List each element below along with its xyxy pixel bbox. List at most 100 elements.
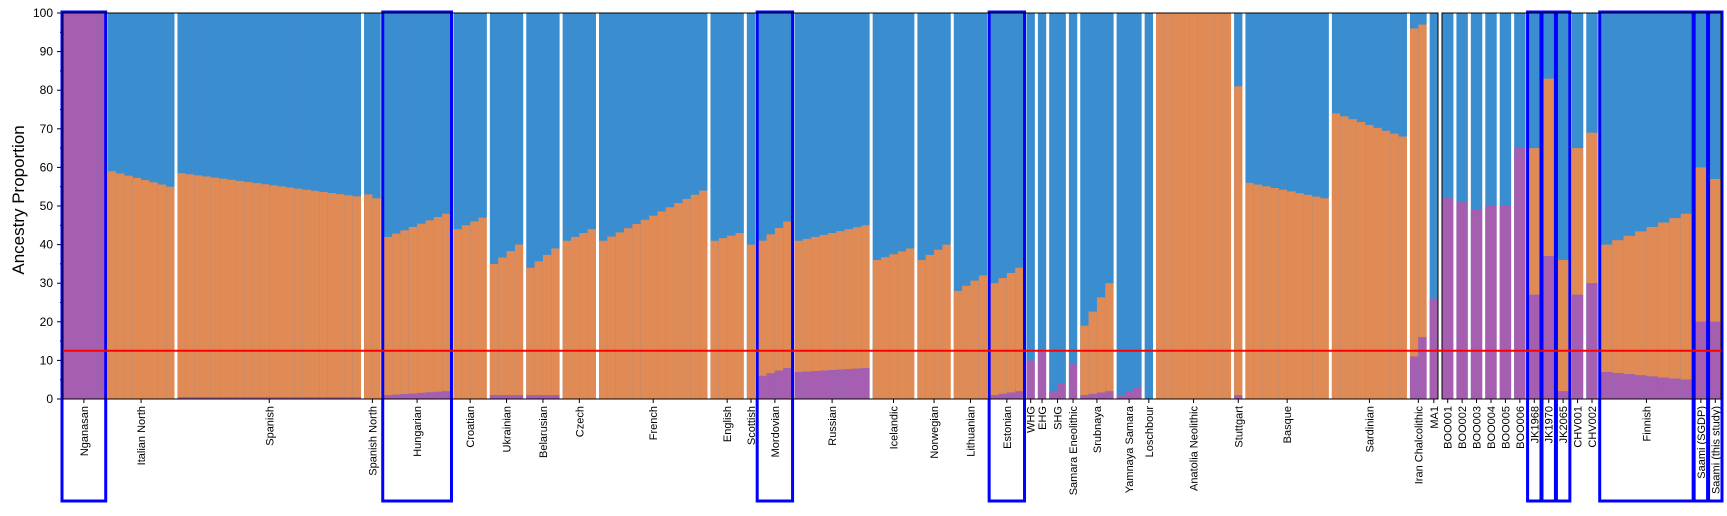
overlay-layer	[60, 10, 1724, 503]
bar-segment-component-2	[783, 221, 792, 369]
bar-segment-component-2	[562, 240, 572, 399]
group-label: Hungarian	[412, 406, 424, 457]
bar-segment-component-1	[210, 397, 220, 399]
bar-segment-component-1	[1088, 393, 1098, 399]
group-separator	[486, 13, 490, 399]
bar-segment-component-2	[526, 267, 535, 396]
group-separator	[595, 13, 599, 399]
group-separator	[523, 13, 527, 399]
bar-segment-component-2	[615, 232, 625, 399]
group-label: Basque	[1282, 406, 1294, 443]
bar-segment-component-1	[819, 370, 829, 399]
bar-segment-component-3	[551, 13, 561, 399]
bar-segment-component-2	[998, 278, 1008, 394]
bar-segment-component-2	[962, 285, 971, 399]
group-label: Lithuanian	[965, 406, 977, 457]
group-separator	[1152, 13, 1156, 399]
bar-segment-component-2	[710, 240, 720, 399]
bar-segment-component-3	[1124, 13, 1134, 399]
y-tick-label: 30	[40, 276, 54, 290]
bar-segment-component-2	[383, 236, 393, 396]
y-tick-label: 40	[40, 238, 54, 252]
bar-segment-component-1	[498, 395, 507, 399]
bar-segment-component-2	[364, 194, 373, 399]
highlight-box	[60, 10, 108, 503]
bar-segment-component-3	[872, 13, 882, 399]
bar-segment-component-1	[1057, 383, 1067, 399]
group-label: BOO002	[1457, 406, 1469, 449]
y-tick-label: 80	[40, 83, 54, 97]
y-tick-label: 20	[40, 315, 54, 329]
group-separator	[869, 13, 873, 399]
bar-segment-component-2	[400, 230, 410, 395]
bar-segment-component-2	[1356, 122, 1366, 400]
bar-segment-component-2	[861, 225, 871, 369]
bar-segment-component-2	[319, 191, 329, 398]
bar-segment-component-1	[1429, 298, 1439, 399]
bar-segment-component-2	[1709, 178, 1722, 322]
bar-segment-component-3	[811, 13, 820, 399]
bar-segment-component-2	[836, 231, 846, 370]
group-label: Spanish	[264, 406, 276, 446]
bar-segment-component-2	[227, 179, 237, 398]
bar-segment-component-1	[802, 371, 812, 399]
bar-segment-component-2	[802, 238, 812, 372]
group-label: French	[648, 406, 660, 440]
bar-segment-component-3	[998, 13, 1008, 399]
y-axis: 0 10 20 30 40 50 60 70 80 90 100	[33, 6, 1716, 406]
group-label: Finnish	[1641, 406, 1653, 441]
bar-segment-component-2	[498, 257, 507, 396]
bar-segment-component-1	[836, 369, 846, 399]
group-label: Italian North	[136, 406, 148, 465]
bar-segment-component-2	[1262, 186, 1271, 399]
bar-segment-component-2	[1646, 226, 1659, 377]
bar-segment-component-3	[570, 13, 580, 399]
bar-segment-component-2	[925, 254, 935, 399]
group-separator	[1065, 13, 1069, 399]
bar-segment-component-3	[598, 13, 608, 399]
bar-segment-component-2	[478, 217, 488, 399]
bar-segment-component-2	[269, 185, 279, 398]
bar-segment-component-2	[244, 182, 253, 398]
bar-segment-component-2	[534, 261, 544, 396]
bar-segment-component-2	[1586, 132, 1599, 284]
bar-segment-component-1	[489, 395, 499, 399]
bar-segment-component-1	[514, 395, 524, 399]
bar-segment-component-2	[344, 195, 354, 398]
bar-segment-component-2	[1557, 260, 1570, 392]
group-label: Saami (SGDP)	[1696, 406, 1708, 479]
bar-segment-component-3	[657, 13, 667, 399]
bar-segment-component-2	[433, 217, 443, 392]
bar-segment-component-2	[141, 180, 150, 399]
group-label: Czech	[574, 406, 586, 437]
bar-segment-component-1	[783, 368, 792, 399]
bar-segment-component-2	[1571, 148, 1584, 295]
panel-frame	[1441, 12, 1722, 400]
y-axis-label: Ancestry Proportion	[9, 125, 28, 274]
bar-segment-component-1	[774, 370, 784, 399]
bar-segment-component-2	[132, 177, 142, 399]
bar-segment-component-2	[107, 171, 117, 399]
bar-segment-component-1	[1623, 374, 1636, 399]
bar-segment-component-3	[1680, 13, 1693, 399]
bar-segment-component-1	[1026, 360, 1036, 399]
bar-segment-component-1	[827, 370, 837, 399]
bar-segment-component-2	[392, 233, 401, 395]
bar-segment-component-1	[1133, 387, 1143, 399]
bar-segment-component-2	[425, 220, 435, 393]
bar-segment-component-3	[978, 13, 988, 399]
group-label: BOO006	[1515, 406, 1527, 449]
bar-segment-component-3	[1116, 13, 1126, 399]
group-separator	[1583, 13, 1587, 399]
bar-segment-component-2	[624, 228, 633, 399]
bar-segment-component-2	[665, 207, 675, 399]
bar-segment-component-1	[244, 397, 253, 399]
group-label: BOO003	[1472, 406, 1484, 449]
bar-segment-component-2	[881, 257, 890, 399]
bar-segment-component-2	[1006, 272, 1016, 393]
bar-segment-component-2	[336, 194, 345, 398]
bar-segment-component-1	[1528, 294, 1541, 399]
bar-segment-component-3	[962, 13, 971, 399]
highlight-box	[1707, 10, 1724, 503]
bar-segment-component-1	[852, 368, 862, 399]
